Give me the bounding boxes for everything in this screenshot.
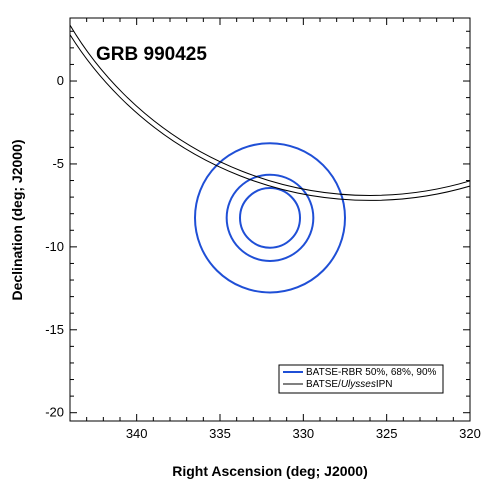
- ipn-annulus-arc: [70, 33, 470, 201]
- legend: BATSE-RBR 50%, 68%, 90% BATSE/UlyssesIPN: [278, 364, 444, 394]
- x-tick-label: 330: [292, 426, 314, 441]
- y-tick-label: -10: [45, 239, 64, 254]
- legend-ipn-italic: Ulysses: [341, 379, 376, 390]
- plot-frame: [69, 17, 471, 422]
- y-tick-label: 0: [57, 73, 64, 88]
- chart-title: GRB 990425: [96, 44, 207, 65]
- x-tick-label: 340: [126, 426, 148, 441]
- y-tick-label: -20: [45, 405, 64, 420]
- legend-ipn-suffix: IPN: [376, 379, 393, 390]
- rbr-error-circle: [225, 173, 315, 262]
- y-axis-title: Declination (deg; J2000): [9, 139, 25, 300]
- tick-labels: 340 335 330 325 320 0 -5 -10 -15 -20: [45, 73, 481, 441]
- legend-ipn-prefix: BATSE/: [306, 379, 341, 390]
- y-tick-label: -5: [52, 156, 64, 171]
- legend-box: [278, 364, 444, 394]
- ipn-annulus-arc: [70, 23, 470, 196]
- legend-label-ipn: BATSE/UlyssesIPN: [306, 379, 393, 390]
- x-tick-label: 320: [459, 426, 481, 441]
- rbr-error-circle: [239, 186, 301, 249]
- x-tick-label: 325: [376, 426, 398, 441]
- x-tick-label: 335: [209, 426, 231, 441]
- legend-label-rbr: BATSE-RBR 50%, 68%, 90%: [306, 367, 437, 378]
- y-tick-label: -15: [45, 322, 64, 337]
- data-layer: [70, 23, 470, 294]
- rbr-error-circle: [194, 142, 346, 294]
- axis-ticks: [69, 18, 471, 421]
- x-axis-title: Right Ascension (deg; J2000): [172, 463, 368, 479]
